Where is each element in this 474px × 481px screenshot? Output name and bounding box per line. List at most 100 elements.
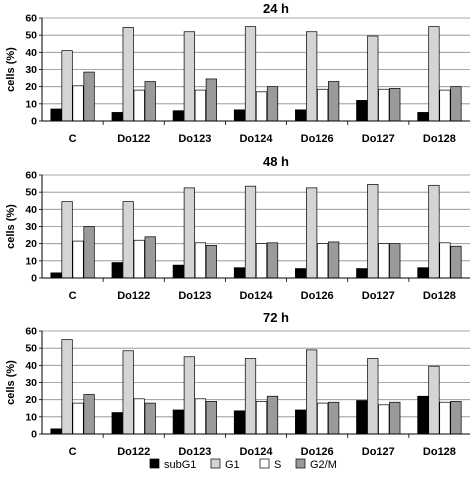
bar-g2-m-do128 bbox=[450, 245, 462, 279]
x-tick-label: Do122 bbox=[117, 446, 150, 458]
y-tick-label: 30 bbox=[25, 64, 37, 76]
bar-g1-c bbox=[61, 339, 73, 435]
y-tick-label: 10 bbox=[25, 411, 37, 423]
bar-s-do127 bbox=[378, 88, 390, 122]
bar-g1-do124 bbox=[244, 358, 257, 435]
x-tick-label: Do126 bbox=[301, 446, 334, 458]
bar-subg1-do128 bbox=[417, 395, 429, 435]
legend-swatch-g1 bbox=[210, 458, 221, 469]
bar-g2-m-do122 bbox=[144, 402, 156, 435]
bar-s-do127 bbox=[378, 243, 390, 279]
bar-subg1-do122 bbox=[111, 112, 123, 122]
y-tick-label: 30 bbox=[25, 377, 37, 389]
legend: subG1 G1 S G2/M bbox=[149, 458, 337, 471]
x-tick-label: C bbox=[69, 133, 77, 145]
bar-g1-do123 bbox=[183, 31, 195, 122]
bar-g1-do122 bbox=[122, 201, 134, 279]
y-axis-label: cells (%) bbox=[5, 47, 17, 92]
bar-g1-do124 bbox=[244, 26, 257, 122]
bar-s-do128 bbox=[439, 242, 451, 279]
y-tick-label: 20 bbox=[25, 238, 37, 250]
bar-g1-do127 bbox=[367, 35, 379, 122]
bar-g1-c bbox=[61, 50, 73, 122]
x-tick-label: Do122 bbox=[117, 290, 150, 302]
bar-g1-do126 bbox=[306, 349, 318, 435]
bar-subg1-do124 bbox=[233, 109, 246, 122]
bar-s-c bbox=[72, 240, 84, 279]
y-tick-label: 0 bbox=[31, 273, 37, 285]
x-tick-label: Do126 bbox=[301, 133, 334, 145]
bar-s-do122 bbox=[133, 398, 145, 435]
bar-s-c bbox=[72, 85, 84, 122]
chart-panel-48h: 48 h cells (%) 0 10 20 30 40 50 60 C Do122 Do123 Do1… bbox=[5, 154, 470, 302]
y-tick-label: 40 bbox=[25, 204, 37, 216]
y-tick-label: 60 bbox=[25, 326, 37, 338]
bar-g1-do127 bbox=[367, 184, 379, 279]
x-tick-label: C bbox=[69, 290, 77, 302]
x-tick-label: Do123 bbox=[178, 290, 211, 302]
x-tick-label: Do127 bbox=[362, 290, 395, 302]
bar-s-do123 bbox=[194, 242, 206, 279]
bar-subg1-do128 bbox=[417, 267, 429, 279]
chart-panel-72h: 72 h cells (%) 0 10 20 30 40 50 60 C Do122 Do123 Do1… bbox=[5, 310, 470, 458]
bar-g2-m-do128 bbox=[450, 401, 462, 435]
bar-g1-do128 bbox=[428, 26, 440, 122]
bar-subg1-do127 bbox=[356, 268, 368, 279]
y-tick-label: 50 bbox=[25, 343, 37, 355]
bar-g1-do123 bbox=[183, 187, 195, 279]
y-tick-label: 0 bbox=[31, 429, 37, 441]
bar-g2-m-do123 bbox=[205, 401, 217, 435]
y-tick-label: 60 bbox=[25, 170, 37, 182]
bar-g2-m-do127 bbox=[389, 401, 401, 435]
bar-s-do124 bbox=[255, 91, 268, 122]
bar-g2-m-do128 bbox=[450, 86, 462, 122]
bar-g2-m-do126 bbox=[328, 401, 340, 435]
y-tick-label: 40 bbox=[25, 47, 37, 59]
bar-subg1-do122 bbox=[111, 262, 123, 279]
y-axis-label: cells (%) bbox=[5, 360, 17, 405]
bar-subg1-c bbox=[50, 428, 62, 435]
y-tick-label: 60 bbox=[25, 13, 37, 25]
bar-s-do123 bbox=[194, 89, 206, 122]
bar-s-do122 bbox=[133, 239, 145, 279]
x-tick-label: Do128 bbox=[423, 133, 456, 145]
bar-s-c bbox=[72, 402, 84, 435]
bar-g2-m-do123 bbox=[205, 245, 217, 279]
y-tick-label: 20 bbox=[25, 81, 37, 93]
x-tick-label: Do127 bbox=[362, 133, 395, 145]
y-tick-label: 50 bbox=[25, 30, 37, 42]
bar-g1-c bbox=[61, 201, 73, 279]
bar-g1-do123 bbox=[183, 356, 195, 435]
bar-s-do126 bbox=[317, 402, 329, 435]
bar-g1-do128 bbox=[428, 184, 440, 279]
x-tick-label: Do122 bbox=[117, 133, 150, 145]
bar-g1-do122 bbox=[122, 27, 134, 122]
bar-g2-m-do123 bbox=[205, 78, 217, 122]
y-tick-label: 0 bbox=[31, 116, 37, 128]
legend-label-g2-m: G2/M bbox=[310, 459, 337, 471]
bar-g2-m-c bbox=[83, 71, 95, 122]
bar-g1-do122 bbox=[122, 350, 134, 435]
bar-subg1-do124 bbox=[233, 267, 246, 279]
chart-panel-24h: 24 h cells (%) 0 10 20 30 40 50 60 C Do122 Do123 Do1… bbox=[5, 1, 470, 145]
bar-g2-m-do127 bbox=[389, 243, 401, 279]
bar-subg1-c bbox=[50, 108, 62, 122]
y-tick-label: 50 bbox=[25, 187, 37, 199]
bar-subg1-c bbox=[50, 272, 62, 279]
legend-label-s: S bbox=[274, 459, 281, 471]
x-tick-label: Do127 bbox=[362, 446, 395, 458]
y-tick-label: 30 bbox=[25, 221, 37, 233]
bar-s-do126 bbox=[317, 243, 329, 279]
legend-swatch-subg1 bbox=[149, 458, 160, 469]
chart-title: 48 h bbox=[263, 154, 289, 169]
bar-subg1-do126 bbox=[295, 268, 307, 279]
x-tick-label: Do123 bbox=[178, 446, 211, 458]
bar-s-do122 bbox=[133, 89, 145, 122]
bar-subg1-do123 bbox=[172, 264, 184, 279]
bar-g1-do126 bbox=[306, 187, 318, 279]
bar-s-do126 bbox=[317, 88, 329, 122]
bar-subg1-do123 bbox=[172, 409, 184, 435]
bar-subg1-do128 bbox=[417, 112, 429, 122]
bar-s-do124 bbox=[255, 401, 268, 435]
y-axis-label: cells (%) bbox=[5, 204, 17, 249]
